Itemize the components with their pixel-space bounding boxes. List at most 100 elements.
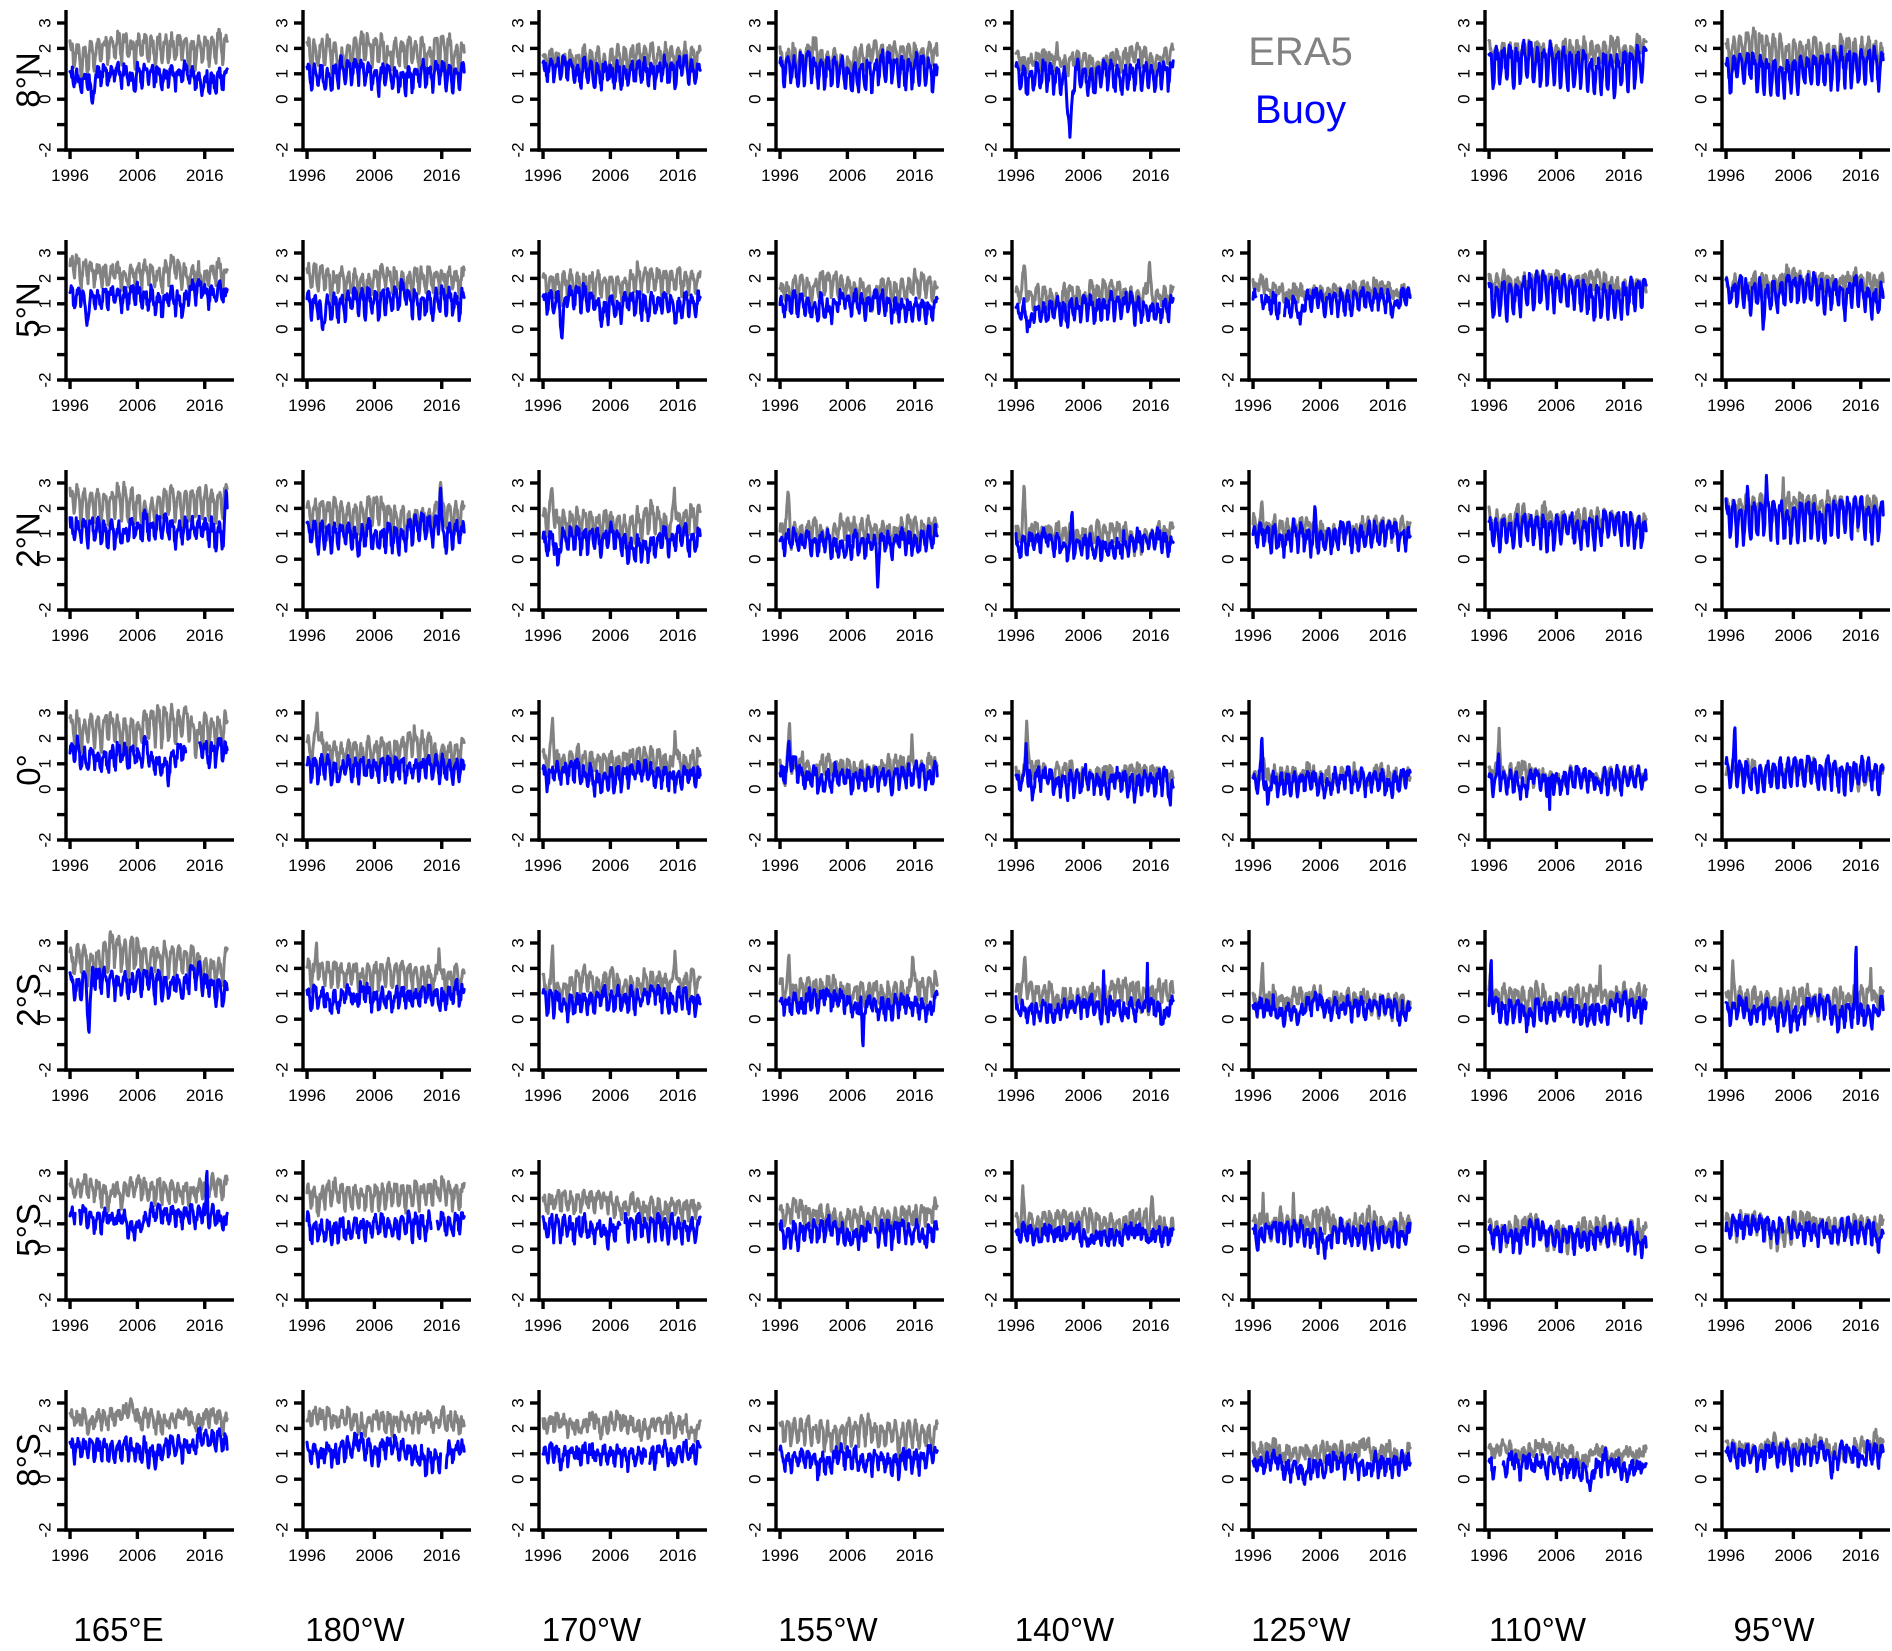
svg-text:3: 3 — [982, 1168, 1001, 1177]
panel-5s-165e: -2 0 1 2 3 1996 2006 2016 — [0, 1150, 237, 1380]
svg-text:2: 2 — [982, 274, 1001, 283]
chart-svg: -2 0 1 2 3 1996 2006 2016 — [982, 470, 1180, 645]
panel-0-165e: -2 0 1 2 3 1996 2006 2016 — [0, 690, 237, 920]
svg-text:2006: 2006 — [1537, 1546, 1575, 1565]
svg-text:2016: 2016 — [895, 626, 933, 645]
svg-text:2: 2 — [982, 964, 1001, 973]
svg-text:2: 2 — [1455, 1194, 1474, 1203]
svg-text:2016: 2016 — [422, 166, 460, 185]
svg-text:2: 2 — [36, 504, 55, 513]
svg-text:3: 3 — [1455, 478, 1474, 487]
chart-svg: -2 0 1 2 3 1996 2006 2016 — [982, 1160, 1180, 1335]
svg-text:3: 3 — [1218, 478, 1237, 487]
svg-text:2016: 2016 — [1605, 166, 1643, 185]
svg-text:1: 1 — [272, 299, 291, 308]
svg-text:3: 3 — [745, 248, 764, 257]
svg-text:1: 1 — [1691, 759, 1710, 768]
svg-text:2006: 2006 — [1537, 396, 1575, 415]
svg-text:3: 3 — [509, 938, 528, 947]
row-label-8s: 8°S — [10, 1433, 47, 1487]
svg-text:3: 3 — [272, 478, 291, 487]
svg-text:0: 0 — [982, 784, 1001, 793]
svg-text:3: 3 — [1691, 248, 1710, 257]
svg-text:1996: 1996 — [524, 396, 562, 415]
svg-text:1: 1 — [745, 529, 764, 538]
chart-svg: -2 0 1 2 3 1996 2006 2016 — [1218, 470, 1417, 645]
svg-text:0: 0 — [745, 1244, 764, 1253]
svg-text:-2: -2 — [982, 1062, 1001, 1077]
svg-text:1996: 1996 — [997, 1316, 1035, 1335]
chart-svg: -2 0 1 2 3 1996 2006 2016 — [36, 700, 234, 875]
panel-5s-95w: -2 0 1 2 3 1996 2006 2016 — [1656, 1150, 1892, 1380]
svg-text:1: 1 — [36, 1449, 55, 1458]
svg-text:2016: 2016 — [1605, 1316, 1643, 1335]
svg-text:1: 1 — [272, 1449, 291, 1458]
panel-5n-170w: -2 0 1 2 3 1996 2006 2016 — [473, 230, 710, 460]
svg-text:1: 1 — [509, 1449, 528, 1458]
svg-text:2016: 2016 — [1368, 1546, 1406, 1565]
svg-text:1996: 1996 — [51, 1086, 89, 1105]
legend-era5-label: ERA5 — [1248, 30, 1353, 74]
svg-text:2006: 2006 — [355, 856, 393, 875]
svg-text:-2: -2 — [1455, 1292, 1474, 1307]
panel-2n-155w: -2 0 1 2 3 1996 2006 2016 — [710, 460, 947, 690]
svg-text:-2: -2 — [1218, 832, 1237, 847]
svg-text:2016: 2016 — [1368, 1316, 1406, 1335]
svg-text:2006: 2006 — [1301, 1546, 1339, 1565]
panel-5s-155w: -2 0 1 2 3 1996 2006 2016 — [710, 1150, 947, 1380]
svg-text:0: 0 — [509, 324, 528, 333]
svg-text:-2: -2 — [1455, 1062, 1474, 1077]
svg-text:2016: 2016 — [186, 166, 224, 185]
chart-svg: -2 0 1 2 3 1996 2006 2016 — [745, 10, 944, 185]
svg-text:-2: -2 — [745, 602, 764, 617]
svg-text:1996: 1996 — [288, 1086, 326, 1105]
svg-text:2006: 2006 — [355, 1546, 393, 1565]
svg-text:2016: 2016 — [422, 1546, 460, 1565]
svg-text:-2: -2 — [745, 1292, 764, 1307]
svg-text:2006: 2006 — [118, 626, 156, 645]
svg-text:-2: -2 — [36, 602, 55, 617]
svg-text:1: 1 — [1691, 299, 1710, 308]
chart-svg: -2 0 1 2 3 1996 2006 2016 — [509, 240, 707, 415]
panel-5s-180w: -2 0 1 2 3 1996 2006 2016 — [237, 1150, 474, 1380]
svg-text:2: 2 — [509, 504, 528, 513]
svg-text:-2: -2 — [36, 1062, 55, 1077]
svg-text:2006: 2006 — [1774, 396, 1812, 415]
svg-text:0: 0 — [1691, 324, 1710, 333]
svg-text:-2: -2 — [272, 1522, 291, 1537]
svg-text:0: 0 — [509, 94, 528, 103]
svg-text:2: 2 — [745, 1424, 764, 1433]
svg-text:2: 2 — [1218, 964, 1237, 973]
svg-text:-2: -2 — [982, 142, 1001, 157]
svg-text:0: 0 — [272, 324, 291, 333]
svg-text:0: 0 — [36, 784, 55, 793]
svg-text:-2: -2 — [982, 832, 1001, 847]
svg-text:2016: 2016 — [895, 1086, 933, 1105]
svg-text:0: 0 — [36, 1474, 55, 1483]
svg-text:3: 3 — [509, 18, 528, 27]
svg-text:2016: 2016 — [895, 166, 933, 185]
svg-text:2006: 2006 — [1774, 1086, 1812, 1105]
svg-text:2: 2 — [745, 1194, 764, 1203]
chart-svg: -2 0 1 2 3 1996 2006 2016 — [509, 1160, 707, 1335]
col-label-110w: 110°W — [1489, 1611, 1586, 1648]
svg-text:-2: -2 — [509, 832, 528, 847]
svg-text:1: 1 — [1218, 299, 1237, 308]
svg-text:-2: -2 — [1691, 832, 1710, 847]
svg-text:1: 1 — [1455, 529, 1474, 538]
svg-text:2016: 2016 — [659, 626, 697, 645]
svg-text:2016: 2016 — [186, 1316, 224, 1335]
svg-text:2: 2 — [1691, 734, 1710, 743]
svg-text:2006: 2006 — [1537, 166, 1575, 185]
svg-text:0: 0 — [272, 554, 291, 563]
svg-text:3: 3 — [1455, 708, 1474, 717]
svg-text:0: 0 — [1455, 554, 1474, 563]
svg-text:3: 3 — [1218, 1168, 1237, 1177]
svg-text:2: 2 — [1691, 1194, 1710, 1203]
svg-text:-2: -2 — [1691, 372, 1710, 387]
svg-text:2016: 2016 — [1605, 1546, 1643, 1565]
panel-0-140w: -2 0 1 2 3 1996 2006 2016 — [946, 690, 1183, 920]
svg-text:1: 1 — [1691, 1449, 1710, 1458]
svg-text:1: 1 — [272, 69, 291, 78]
svg-text:3: 3 — [1218, 1398, 1237, 1407]
